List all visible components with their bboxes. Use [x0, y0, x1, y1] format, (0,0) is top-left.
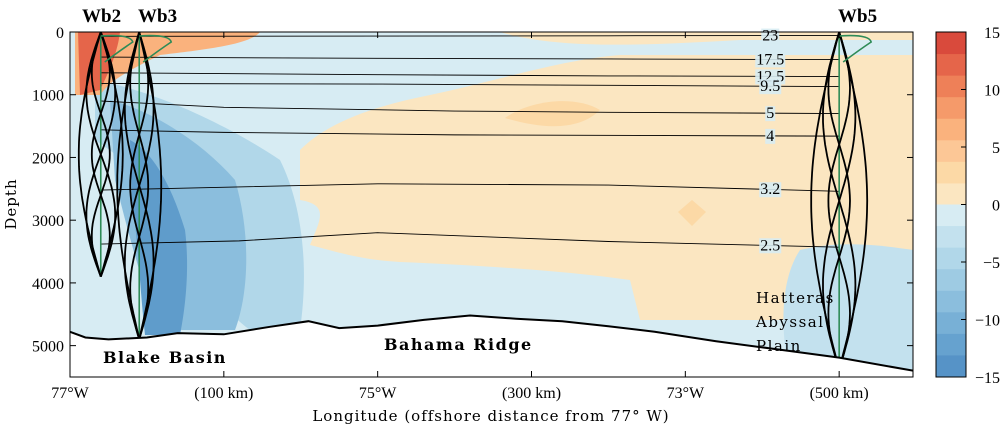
x-tick-label: 77°W — [51, 385, 89, 402]
colorbar-tick-label: 10 — [984, 83, 1000, 100]
plot-frame — [69, 31, 914, 378]
colorbar-segment — [936, 32, 966, 55]
colorbar-tick-label: 0 — [992, 198, 1000, 215]
x-tick-label: (100 km) — [194, 385, 253, 402]
colorbar: 15 10 5 0 −5 −10 −15 — [935, 25, 1000, 387]
warm-anomaly-region — [300, 55, 913, 320]
annotation-hatteras-line-2: Abyssal — [755, 313, 825, 331]
isotherm-label-bg — [765, 128, 776, 144]
annotation-hatteras-line-3: Plain — [756, 337, 802, 355]
isotherm-group — [100, 35, 840, 248]
isotherm-line — [100, 100, 840, 114]
colorbar-segment — [936, 333, 966, 356]
hot-surface-region — [75, 32, 260, 95]
mooring-surface-trace — [100, 34, 134, 63]
colorbar-segment — [936, 226, 966, 249]
seafloor-line — [70, 314, 913, 372]
isotherm-label: 3.2 — [760, 181, 780, 198]
colorbar-tick-label: 5 — [992, 140, 1000, 157]
cold-anomaly-deep-right — [783, 244, 913, 377]
colorbar-segment — [936, 312, 966, 335]
x-axis-title: Longitude (offshore distance from 77° W) — [312, 407, 669, 425]
mooring-mode-profile — [822, 32, 857, 370]
y-axis: 0 1000 2000 3000 4000 5000 — [32, 25, 913, 356]
x-tick-label: 73°W — [667, 385, 705, 402]
mooring-surface-trace — [839, 34, 873, 63]
mooring-mode-profile — [827, 32, 851, 370]
isotherm-label: 5 — [766, 105, 774, 122]
seafloor-mask — [70, 315, 913, 377]
mooring-mode-profile — [77, 32, 102, 277]
x-tick-label: (500 km) — [810, 385, 869, 402]
y-tick-label: 1000 — [32, 88, 64, 105]
mooring-mode-profile — [129, 32, 150, 340]
mooring-surface-trace — [139, 34, 173, 63]
colorbar-segment — [936, 204, 966, 227]
station-label-wb3: Wb3 — [138, 6, 177, 27]
isotherm-label-bg — [759, 79, 782, 95]
mooring-mode-profile — [116, 32, 141, 340]
warm-anomaly-small — [678, 200, 706, 226]
isotherm-label: 9.5 — [760, 78, 780, 95]
x-tick-label: 75°W — [359, 385, 397, 402]
y-tick-label: 4000 — [32, 276, 64, 293]
mooring-mode-profile — [85, 32, 117, 277]
isotherm-label: 17.5 — [756, 51, 784, 68]
isotherm-label-bg — [759, 238, 782, 254]
station-label-wb2: Wb2 — [82, 6, 121, 27]
colorbar-segment — [936, 355, 966, 378]
mooring-mode-profile — [90, 32, 111, 277]
colorbar-segment — [936, 269, 966, 292]
isotherm-line — [100, 183, 840, 192]
annotation-hatteras-line-1: Hatteras — [756, 289, 835, 307]
isotherm-line — [100, 129, 840, 137]
colorbar-segment — [936, 161, 966, 184]
y-axis-title: Depth — [2, 178, 20, 229]
isotherm-label-bg — [759, 182, 782, 198]
isotherm-label-bg — [765, 106, 776, 122]
isotherm-line — [100, 232, 840, 248]
isotherm-line — [100, 82, 840, 88]
station-label-wb5: Wb5 — [838, 6, 877, 27]
colorbar-segment — [936, 53, 966, 76]
colorbar-tick-label: 15 — [984, 25, 1000, 42]
colorbar-segment — [936, 75, 966, 98]
isotherm-line — [100, 72, 840, 77]
y-tick-label: 0 — [56, 25, 64, 42]
colorbar-segment — [936, 182, 966, 205]
colorbar-segment — [936, 118, 966, 141]
y-tick-label: 2000 — [32, 150, 64, 167]
colorbar-segment — [936, 139, 966, 162]
colorbar-segment — [936, 290, 966, 313]
colorbar-segment — [936, 247, 966, 270]
isotherm-label-bg — [755, 52, 786, 68]
mooring-mode-profile — [827, 32, 851, 370]
annotation-blake-basin: Blake Basin — [103, 348, 227, 367]
isotherm-label: 4 — [766, 128, 774, 145]
annotation-bahama-ridge: Bahama Ridge — [384, 335, 533, 354]
mooring-mode-profile — [99, 32, 124, 277]
isotherm-label: 2.5 — [760, 237, 780, 254]
isotherm-line — [100, 56, 840, 61]
colorbar-tick-label: −15 — [975, 370, 1000, 387]
isotherm-line — [100, 35, 840, 37]
y-tick-label: 5000 — [32, 339, 64, 356]
mooring-mode-profile — [90, 32, 111, 277]
colorbar-tick-label: −5 — [983, 255, 1000, 272]
y-tick-label: 3000 — [32, 213, 64, 230]
mooring-mode-profile — [123, 32, 155, 340]
mooring-profiles — [77, 32, 873, 370]
x-axis: 77°W (100 km) 75°W (300 km) 73°W (500 km) — [51, 32, 869, 402]
warm-anomaly-core — [505, 101, 600, 127]
isotherm-label: 23 — [762, 28, 778, 45]
colorbar-segment — [936, 96, 966, 119]
mooring-mode-profile — [129, 32, 150, 340]
mooring-mode-profile — [138, 32, 163, 340]
x-tick-label: (300 km) — [502, 385, 561, 402]
colorbar-tick-label: −10 — [975, 313, 1000, 330]
